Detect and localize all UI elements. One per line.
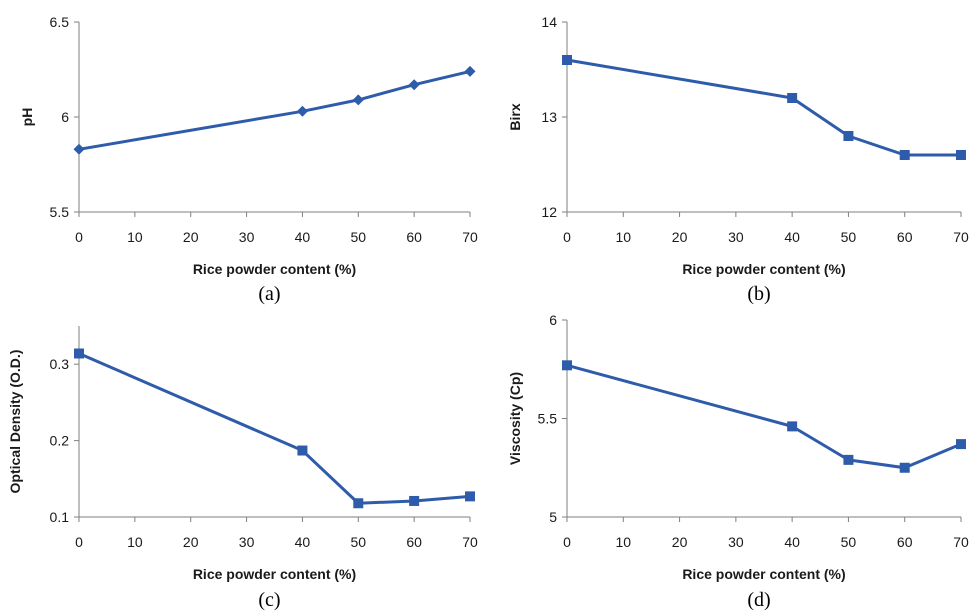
chart-b-data-point bbox=[956, 150, 966, 160]
chart-a-x-axis-title: Rice powder content (%) bbox=[193, 261, 356, 277]
chart-a-y-tick-label: 5.5 bbox=[50, 204, 70, 220]
chart-c-x-tick-label: 20 bbox=[183, 534, 199, 550]
chart-b-x-tick-label: 20 bbox=[672, 229, 688, 245]
chart-d-data-point bbox=[899, 462, 910, 473]
chart-d-x-tick-label: 70 bbox=[953, 534, 969, 550]
chart-a-x-tick-label: 60 bbox=[406, 229, 422, 245]
chart-c-data-point bbox=[353, 498, 364, 509]
chart-c-y-tick-label: 0.2 bbox=[50, 433, 70, 449]
chart-c-data-point bbox=[465, 491, 475, 502]
chart-c-data-point bbox=[74, 348, 84, 359]
chart-c-x-tick-label: 10 bbox=[127, 534, 143, 550]
chart-d-x-axis-title: Rice powder content (%) bbox=[682, 566, 845, 582]
chart-a-data-point bbox=[296, 105, 308, 117]
chart-a: 5.5 6 6.5 0 10 20 30 40 50 60 70 Rice powder conten… bbox=[19, 14, 478, 305]
chart-d-y-tick-label: 5.5 bbox=[538, 411, 558, 427]
chart-c-panel-label: (c) bbox=[258, 589, 280, 611]
chart-d-x-tick-label: 40 bbox=[784, 534, 800, 550]
chart-d-x-tick-label: 30 bbox=[728, 534, 744, 550]
chart-c-series-line bbox=[77, 352, 472, 505]
chart-b-x-tick-label: 50 bbox=[841, 229, 857, 245]
chart-d-x-tick-label: 50 bbox=[841, 534, 857, 550]
chart-c-x-tick-label: 50 bbox=[350, 534, 366, 550]
chart-c-x-axis-title: Rice powder content (%) bbox=[193, 566, 356, 582]
chart-b-y-tick-label: 14 bbox=[541, 14, 557, 30]
chart-a-y-tick-label: 6 bbox=[61, 109, 69, 125]
chart-c: 0.1 0.2 0.3 0 10 20 30 40 50 60 70 Rice powder cont… bbox=[7, 326, 478, 611]
chart-a-data-point bbox=[408, 79, 420, 91]
chart-a-x-tick-label: 20 bbox=[183, 229, 199, 245]
chart-c-x-tick-label: 0 bbox=[75, 534, 83, 550]
chart-d-y-tick-label: 6 bbox=[549, 312, 557, 328]
chart-c-x-tick-label: 60 bbox=[406, 534, 422, 550]
chart-d-y-tick-label: 5 bbox=[549, 509, 557, 525]
chart-a-data-point bbox=[352, 94, 364, 106]
chart-c-x-tick-label: 30 bbox=[239, 534, 255, 550]
chart-d-x-tick-label: 10 bbox=[615, 534, 631, 550]
chart-a-panel-label: (a) bbox=[258, 283, 280, 305]
chart-b-x-tick-label: 10 bbox=[615, 229, 631, 245]
chart-d-data-point bbox=[562, 360, 572, 371]
chart-a-data-point bbox=[73, 143, 85, 155]
chart-d-data-point bbox=[787, 421, 798, 432]
chart-d-x-tick-label: 60 bbox=[897, 534, 913, 550]
chart-a-y-axis-title: pH bbox=[19, 108, 35, 127]
chart-a-x-tick-label: 30 bbox=[239, 229, 255, 245]
chart-d-panel-label: (d) bbox=[747, 589, 770, 611]
chart-b-data-point bbox=[787, 93, 798, 103]
chart-b-y-axis-title: Birx bbox=[507, 103, 523, 130]
chart-b-y-tick-label: 13 bbox=[541, 109, 557, 125]
chart-d-y-axis-title: Viscosity (Cp) bbox=[507, 372, 523, 465]
chart-c-x-tick-label: 70 bbox=[462, 534, 478, 550]
chart-a-x-tick-label: 40 bbox=[295, 229, 311, 245]
chart-d-data-point bbox=[956, 439, 966, 450]
chart-a-x-tick-label: 50 bbox=[350, 229, 366, 245]
chart-b-data-point bbox=[562, 55, 572, 65]
chart-b-x-tick-label: 0 bbox=[563, 229, 571, 245]
chart-c-x-tick-label: 40 bbox=[295, 534, 311, 550]
chart-b: 12 13 14 0 10 20 30 40 50 60 70 Rice powder content… bbox=[507, 14, 969, 305]
chart-d-series-line bbox=[565, 363, 963, 470]
chart-b-x-tick-label: 30 bbox=[728, 229, 744, 245]
chart-d-x-tick-label: 0 bbox=[563, 534, 571, 550]
chart-b-data-point bbox=[843, 131, 854, 141]
chart-c-y-axis-title: Optical Density (O.D.) bbox=[7, 350, 23, 494]
chart-b-data-point bbox=[899, 150, 910, 160]
chart-a-x-tick-label: 0 bbox=[75, 229, 83, 245]
chart-a-y-tick-label: 6.5 bbox=[50, 14, 70, 30]
chart-b-panel-label: (b) bbox=[747, 283, 770, 305]
chart-a-data-point bbox=[464, 65, 476, 77]
chart-b-x-tick-label: 70 bbox=[953, 229, 969, 245]
chart-b-x-axis-title: Rice powder content (%) bbox=[682, 261, 845, 277]
chart-d-x-tick-label: 20 bbox=[672, 534, 688, 550]
chart-c-data-point bbox=[409, 495, 420, 506]
chart-b-x-tick-label: 40 bbox=[784, 229, 800, 245]
chart-c-y-tick-label: 0.1 bbox=[50, 509, 70, 525]
chart-a-x-tick-label: 10 bbox=[127, 229, 143, 245]
chart-c-y-tick-label: 0.3 bbox=[50, 356, 70, 372]
chart-b-series-line bbox=[565, 58, 963, 157]
chart-d-data-point bbox=[843, 454, 854, 465]
chart-b-x-tick-label: 60 bbox=[897, 229, 913, 245]
chart-a-x-tick-label: 70 bbox=[462, 229, 478, 245]
chart-b-y-tick-label: 12 bbox=[541, 204, 557, 220]
chart-c-data-point bbox=[297, 445, 308, 456]
